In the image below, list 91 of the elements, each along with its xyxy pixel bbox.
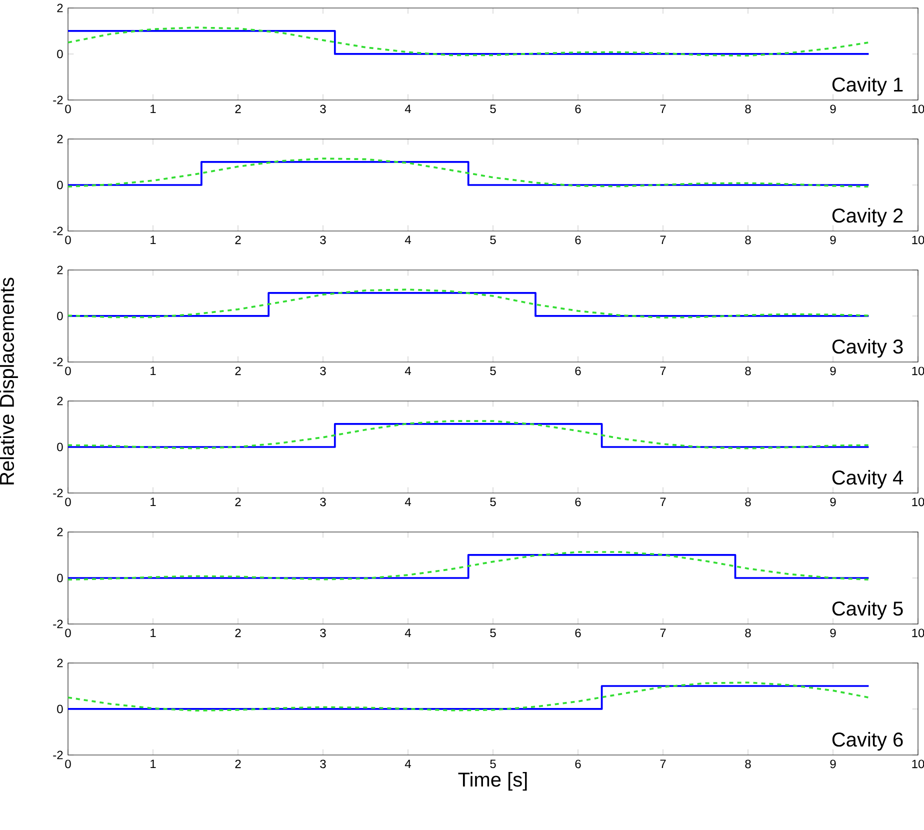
x-tick-label: 4	[404, 366, 411, 375]
x-tick-label: 3	[320, 628, 326, 638]
x-tick-label: 10	[912, 760, 924, 768]
x-tick-label: 5	[490, 104, 496, 114]
y-tick-label: -2	[53, 96, 63, 104]
x-tick-label: 3	[320, 760, 326, 768]
x-tick-label: 6	[575, 366, 581, 376]
annotation: Cavity 3	[832, 338, 903, 358]
x-tick-label: 4	[404, 498, 411, 506]
x-tick-label: 7	[660, 760, 666, 768]
annotation: Cavity 6	[832, 732, 903, 751]
y-tick-label: 2	[57, 396, 63, 406]
annotation: Cavity 1	[832, 76, 903, 96]
x-tick-label: 8	[745, 628, 751, 638]
y-tick-label: -2	[53, 488, 63, 498]
x-tick-label: 9	[830, 760, 836, 768]
y-tick-label: -2	[53, 226, 63, 236]
x-tick-label: 7	[660, 628, 666, 637]
x-tick-label: 3	[320, 104, 326, 114]
x-tick-label: 6	[575, 628, 581, 638]
x-tick-label: 2	[235, 366, 241, 376]
x-axis-title: Time [s]	[458, 772, 527, 791]
y-tick-label: 0	[57, 574, 63, 582]
x-tick-label: 2	[235, 760, 241, 768]
y-tick-label: 0	[57, 704, 63, 714]
x-tick-label: 10	[912, 628, 924, 638]
x-tick-label: 2	[235, 104, 241, 114]
y-tick-label: 2	[57, 134, 63, 144]
x-tick-label: 0	[65, 104, 71, 114]
x-tick-label: 2	[235, 236, 241, 244]
x-tick-label: 9	[830, 236, 836, 244]
x-tick-label: 0	[65, 628, 71, 638]
x-tick-label: 1	[150, 236, 156, 244]
x-tick-label: 9	[830, 366, 836, 376]
x-tick-label: 8	[745, 498, 751, 506]
x-tick-label: 5	[490, 366, 496, 376]
x-tick-label: 7	[660, 366, 666, 375]
y-tick-label: 2	[57, 658, 63, 668]
x-tick-label: 9	[830, 628, 836, 638]
x-tick-label: 2	[235, 628, 241, 638]
annotation: Cavity 2	[832, 208, 903, 227]
x-tick-label: 9	[830, 104, 836, 114]
x-tick-label: 1	[150, 498, 156, 506]
y-tick-label: -2	[53, 620, 63, 628]
x-tick-label: 6	[575, 498, 581, 506]
x-tick-label: 3	[320, 498, 326, 506]
y-tick-label: 2	[57, 266, 63, 274]
x-tick-label: 3	[320, 366, 326, 376]
x-tick-label: 6	[575, 760, 581, 768]
annotation: Cavity 4	[832, 470, 904, 489]
y-tick-label: -2	[53, 750, 63, 760]
x-tick-label: 6	[575, 104, 581, 114]
x-tick-label: 7	[660, 236, 666, 244]
y-tick-label: 2	[57, 528, 63, 536]
x-tick-label: 3	[320, 236, 326, 244]
y-tick-label: 0	[57, 442, 63, 452]
annotation: Cavity 5	[832, 600, 903, 620]
x-tick-label: 4	[404, 104, 411, 113]
x-tick-label: 1	[150, 366, 156, 375]
x-tick-label: 1	[150, 104, 156, 113]
x-tick-label: 7	[660, 498, 666, 506]
x-tick-label: 10	[912, 498, 924, 506]
y-tick-label: 2	[57, 4, 63, 12]
x-tick-label: 4	[404, 236, 411, 244]
x-tick-label: 9	[830, 498, 836, 506]
x-tick-label: 2	[235, 498, 241, 506]
x-tick-label: 7	[660, 104, 666, 113]
x-tick-label: 1	[150, 628, 156, 637]
x-tick-label: 1	[150, 760, 156, 768]
x-tick-label: 8	[745, 236, 751, 244]
x-tick-label: 0	[65, 236, 71, 244]
x-tick-label: 4	[404, 760, 411, 768]
x-tick-label: 0	[65, 366, 71, 376]
x-tick-label: 10	[912, 104, 924, 114]
x-tick-label: 10	[912, 366, 924, 376]
x-tick-label: 0	[65, 760, 71, 768]
y-tick-label: 0	[57, 312, 63, 320]
x-tick-label: 5	[490, 628, 496, 638]
x-tick-label: 10	[912, 236, 924, 244]
x-tick-label: 8	[745, 104, 751, 114]
x-tick-label: 8	[745, 760, 751, 768]
x-tick-label: 5	[490, 498, 496, 506]
x-tick-label: 5	[490, 760, 496, 768]
y-tick-label: 0	[57, 180, 63, 190]
y-tick-label: 0	[57, 50, 63, 58]
x-tick-label: 4	[404, 628, 411, 637]
x-tick-label: 6	[575, 236, 581, 244]
y-tick-label: -2	[53, 358, 63, 366]
x-tick-label: 5	[490, 236, 496, 244]
x-tick-label: 8	[745, 366, 751, 376]
x-tick-label: 0	[65, 498, 71, 506]
